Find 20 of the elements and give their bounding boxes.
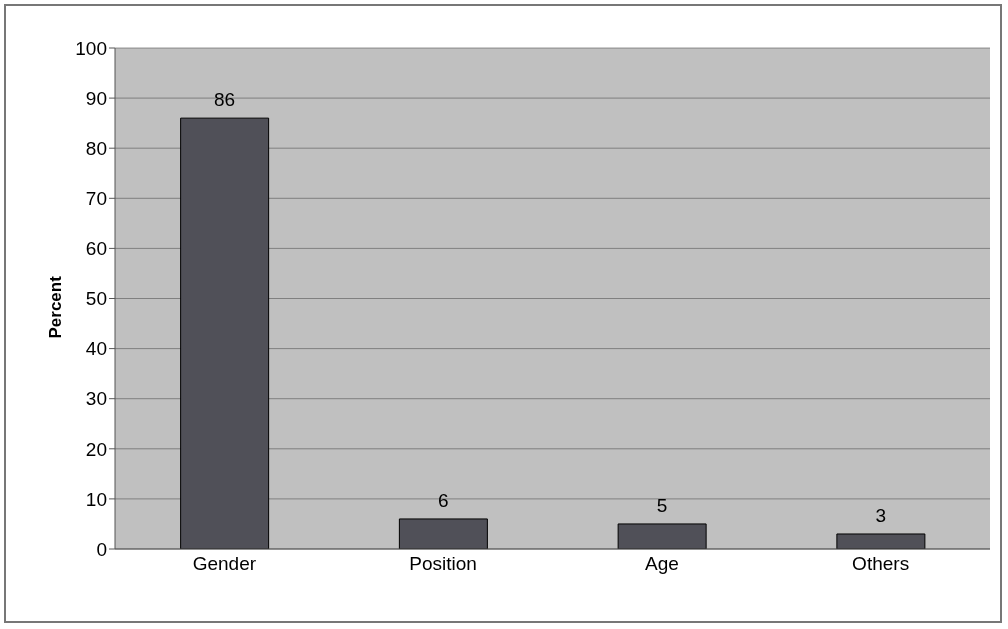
x-tick-label: Position	[409, 553, 477, 575]
y-tick-label: 0	[96, 538, 107, 560]
y-tick-label: 80	[85, 137, 107, 159]
y-tick-label: 40	[85, 338, 107, 360]
y-tick-label: 60	[85, 238, 107, 260]
y-tick-label: 100	[75, 37, 107, 59]
data-label: 86	[214, 89, 236, 111]
data-label: 5	[656, 494, 668, 516]
x-tick-label: Others	[852, 553, 910, 575]
x-tick-label: Gender	[192, 553, 257, 575]
y-tick-label: 90	[85, 87, 107, 109]
x-tick-label: Age	[644, 553, 679, 575]
y-tick-label: 20	[85, 438, 107, 460]
y-tick-label: 70	[85, 188, 107, 210]
y-tick-label: 50	[85, 288, 107, 310]
y-tick-label: 10	[85, 488, 107, 510]
y-axis-title: Percent	[46, 275, 66, 339]
y-tick-label: 30	[85, 388, 107, 410]
data-label: 6	[438, 489, 449, 511]
data-label: 3	[875, 504, 887, 526]
